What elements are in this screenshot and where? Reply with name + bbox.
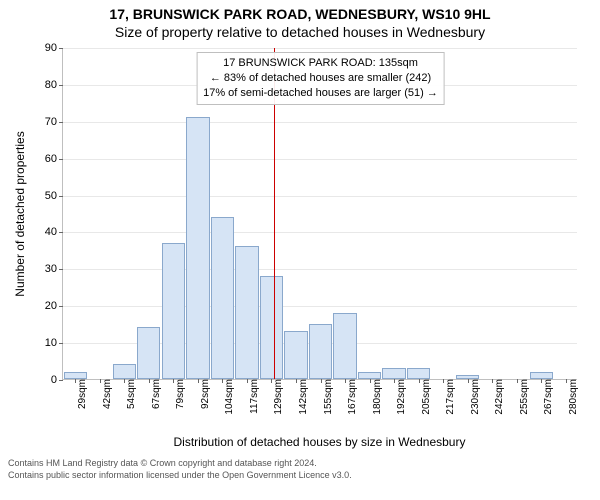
annotation-line: ← 83% of detached houses are smaller (24… [203,71,438,86]
x-tick-label: 117sqm [243,379,260,414]
x-tick-label: 255sqm [513,379,530,415]
histogram-bar [162,243,185,379]
chart-subtitle: Size of property relative to detached ho… [0,24,600,40]
x-axis-label: Distribution of detached houses by size … [62,435,577,449]
y-tick-label: 90 [45,42,63,54]
x-tick-label: 242sqm [488,379,505,415]
footer-line-2: Contains public sector information licen… [8,470,352,482]
gridline [63,269,577,270]
annotation-line: 17 BRUNSWICK PARK ROAD: 135sqm [203,56,438,71]
x-tick-label: 142sqm [292,379,309,415]
histogram-bar [333,313,356,379]
histogram-bar [358,372,381,379]
y-tick-label: 30 [45,263,63,275]
y-tick-label: 60 [45,153,63,165]
gridline [63,122,577,123]
x-tick-label: 155sqm [317,379,334,415]
x-tick-label: 192sqm [390,379,407,415]
histogram-bar [137,327,160,379]
gridline [63,232,577,233]
gridline [63,159,577,160]
histogram-bar [211,217,234,379]
y-axis-label: Number of detached properties [13,48,27,380]
histogram-bar [260,276,283,379]
annotation-line: 17% of semi-detached houses are larger (… [203,86,438,101]
histogram-bar [235,246,258,379]
y-tick-label: 20 [45,300,63,312]
histogram-bar [407,368,430,379]
x-tick-label: 92sqm [194,379,211,409]
x-tick-label: 167sqm [341,379,358,415]
y-tick-label: 0 [51,374,63,386]
x-tick-label: 104sqm [218,379,235,415]
gridline [63,306,577,307]
x-tick-label: 230sqm [464,379,481,415]
histogram-bar [64,372,87,379]
gridline [63,196,577,197]
x-tick-label: 205sqm [415,379,432,415]
histogram-bar [284,331,307,379]
y-tick-label: 40 [45,226,63,238]
x-tick-label: 79sqm [169,379,186,409]
histogram-bar [382,368,405,379]
histogram-bar [530,372,553,379]
x-tick-label: 267sqm [537,379,554,415]
x-tick-label: 42sqm [96,379,113,409]
y-tick-label: 10 [45,337,63,349]
y-tick-label: 80 [45,79,63,91]
y-tick-label: 70 [45,116,63,128]
chart-container: 17, BRUNSWICK PARK ROAD, WEDNESBURY, WS1… [0,0,600,500]
annotation-box: 17 BRUNSWICK PARK ROAD: 135sqm← 83% of d… [196,52,445,105]
histogram-bar [186,117,209,379]
footer-line-1: Contains HM Land Registry data © Crown c… [8,458,352,470]
x-tick-label: 67sqm [145,379,162,409]
x-tick-label: 180sqm [366,379,383,415]
chart-title-address: 17, BRUNSWICK PARK ROAD, WEDNESBURY, WS1… [0,6,600,22]
histogram-bar [309,324,332,379]
histogram-bar [113,364,136,379]
x-tick-label: 54sqm [120,379,137,409]
x-tick-label: 29sqm [71,379,88,409]
x-tick-label: 217sqm [439,379,456,415]
footer-attribution: Contains HM Land Registry data © Crown c… [8,458,352,481]
x-tick-label: 129sqm [267,379,284,415]
y-tick-label: 50 [45,190,63,202]
plot-area: 010203040506070809029sqm42sqm54sqm67sqm7… [62,48,577,380]
x-tick-label: 280sqm [562,379,579,415]
gridline [63,48,577,49]
